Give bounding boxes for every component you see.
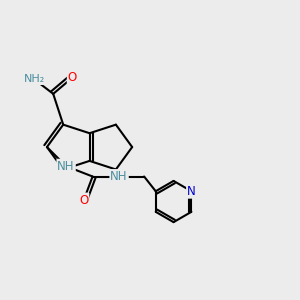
Text: O: O <box>79 194 88 207</box>
Text: NH₂: NH₂ <box>23 74 45 84</box>
Text: O: O <box>68 71 77 84</box>
Text: N: N <box>187 185 196 198</box>
Text: S: S <box>59 163 67 176</box>
Text: NH: NH <box>110 170 128 183</box>
Text: NH: NH <box>57 160 75 173</box>
